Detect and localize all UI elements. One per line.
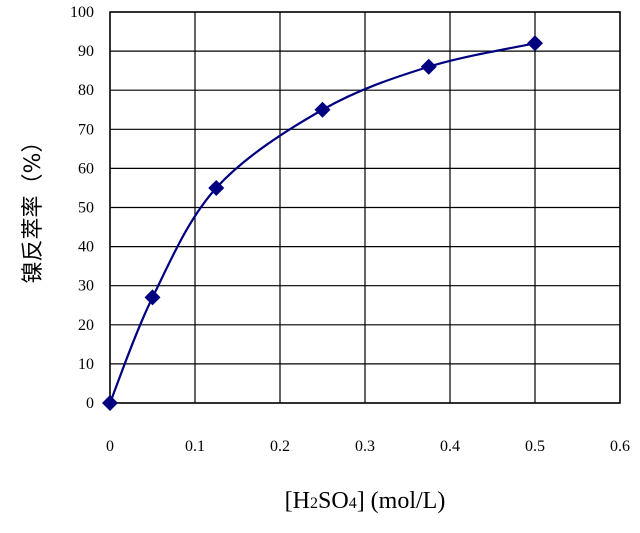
y-axis-ticks: 0 10 20 30 40 50 60 70 80 90 100 — [70, 4, 94, 412]
x-axis-label: [H2SO4] (mol/L) — [285, 488, 446, 514]
y-tick-label: 90 — [78, 43, 94, 60]
data-point-2 — [208, 179, 225, 196]
data-point-5 — [527, 35, 543, 52]
x-tick-label: 0.1 — [185, 438, 205, 455]
y-tick-label: 0 — [86, 395, 94, 412]
y-tick-label: 60 — [78, 160, 94, 177]
x-tick-label: 0.5 — [525, 438, 545, 455]
x-tick-label: 0.2 — [270, 438, 290, 455]
plot-border — [109, 11, 621, 404]
x-tick-label: 0 — [106, 438, 114, 455]
data-point-3 — [314, 101, 331, 118]
y-tick-label: 40 — [78, 239, 94, 256]
y-tick-label: 100 — [70, 4, 94, 21]
series-markers — [102, 35, 543, 411]
data-point-4 — [420, 58, 437, 75]
x-tick-label: 0.3 — [355, 438, 375, 455]
y-tick-label: 30 — [78, 278, 94, 295]
data-point-1 — [144, 289, 161, 306]
y-axis-label: 镍反萃率（%） — [21, 131, 46, 284]
y-tick-label: 10 — [78, 356, 94, 373]
y-tick-label: 70 — [78, 121, 94, 138]
y-tick-label: 20 — [78, 317, 94, 334]
x-axis-ticks: 0 0.1 0.2 0.3 0.4 0.5 0.6 — [106, 438, 630, 455]
x-tick-label: 0.4 — [440, 438, 460, 455]
data-point-0 — [102, 395, 118, 411]
x-tick-label: 0.6 — [610, 438, 630, 455]
y-tick-label: 80 — [78, 82, 94, 99]
y-tick-label: 50 — [78, 200, 94, 217]
series-line — [108, 42, 536, 404]
